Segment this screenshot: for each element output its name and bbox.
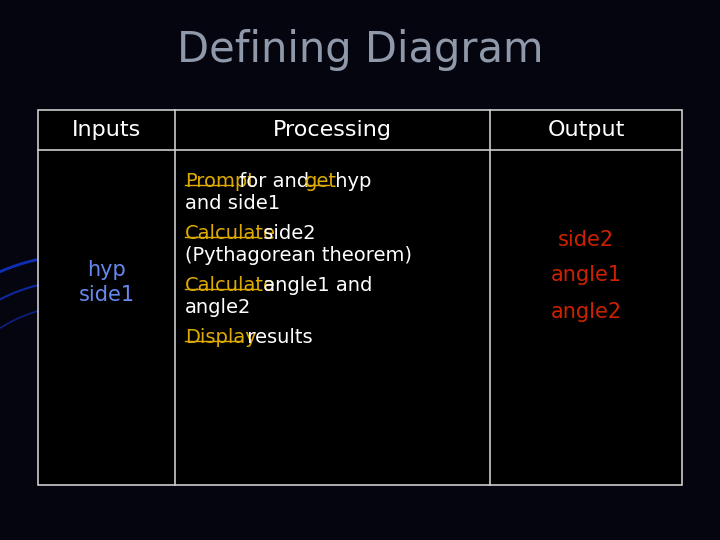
Text: side2: side2 (558, 230, 614, 250)
Text: hyp: hyp (87, 260, 126, 280)
Text: angle2: angle2 (185, 298, 251, 317)
Text: Output: Output (547, 120, 625, 140)
Text: get: get (305, 172, 337, 191)
Text: Display: Display (185, 328, 257, 347)
Text: side1: side1 (78, 285, 135, 305)
Text: Calculate: Calculate (185, 276, 276, 295)
Text: side2: side2 (257, 224, 315, 243)
Text: results: results (241, 328, 312, 347)
Text: for and: for and (233, 172, 315, 191)
Text: angle1 and: angle1 and (257, 276, 372, 295)
Text: Prompt: Prompt (185, 172, 255, 191)
Text: Inputs: Inputs (72, 120, 141, 140)
Text: and side1: and side1 (185, 194, 280, 213)
Text: Calculate: Calculate (185, 224, 276, 243)
Text: Processing: Processing (273, 120, 392, 140)
Text: (Pythagorean theorem): (Pythagorean theorem) (185, 246, 412, 265)
Bar (38, 110, 682, 485)
Text: hyp: hyp (328, 172, 371, 191)
Text: Defining Diagram: Defining Diagram (176, 29, 544, 71)
Text: angle2: angle2 (550, 302, 621, 322)
Text: angle1: angle1 (550, 265, 621, 285)
